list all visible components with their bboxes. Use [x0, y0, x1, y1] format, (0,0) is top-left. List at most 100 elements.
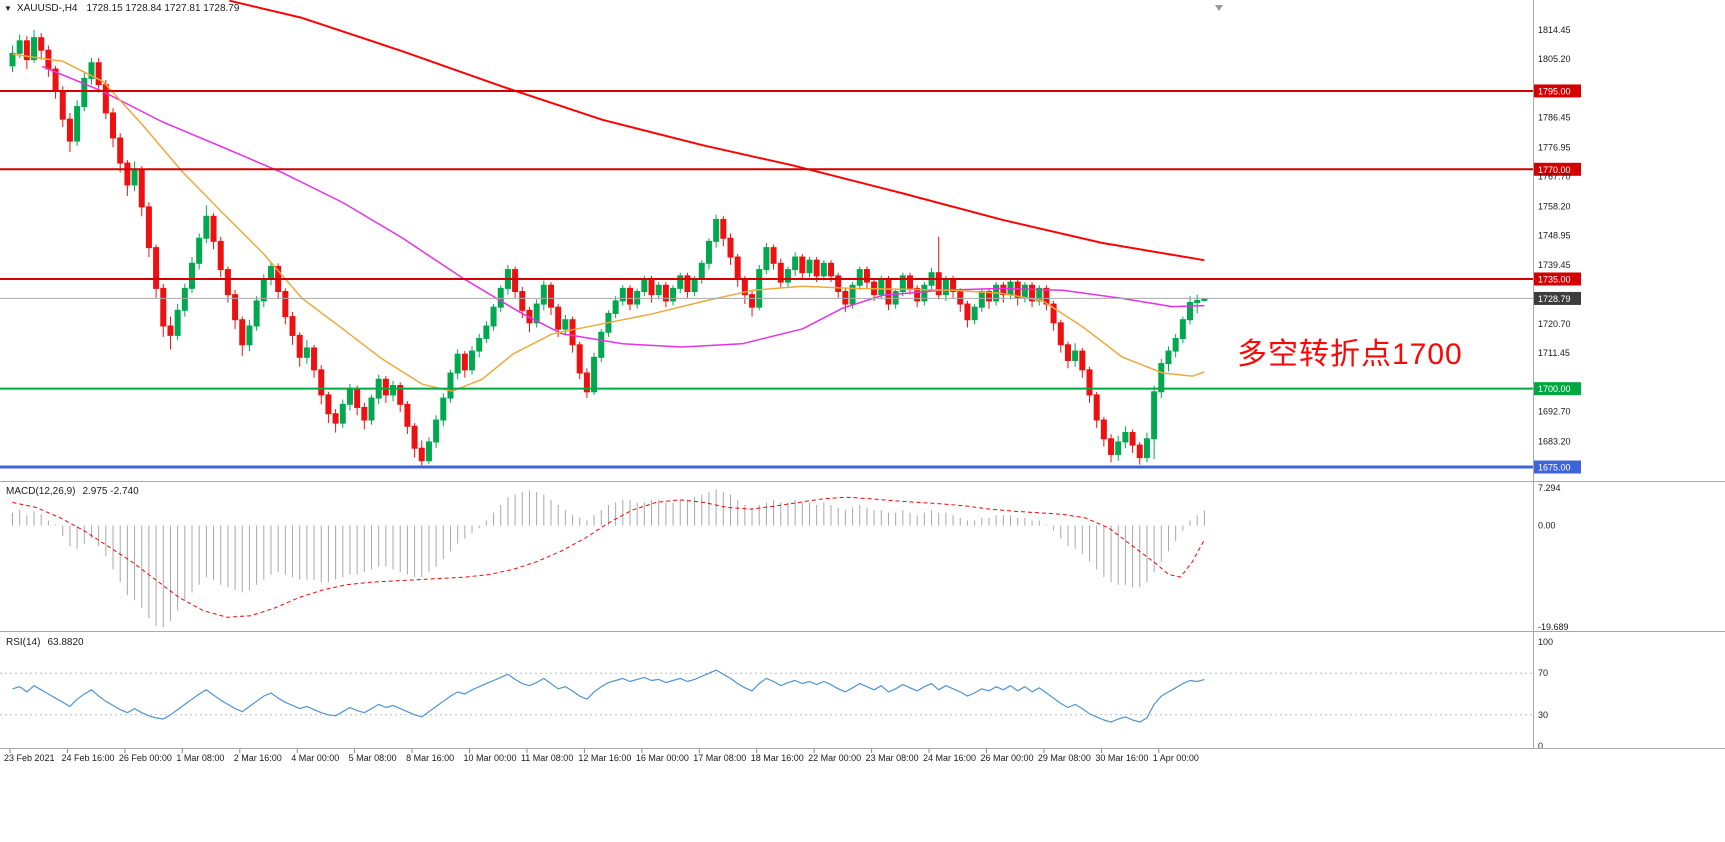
candle-up — [267, 265, 274, 280]
candle-up — [368, 397, 375, 421]
macd-panel[interactable] — [12, 489, 1205, 628]
hline-price-tag — [1534, 84, 1581, 98]
hline-price-tag — [1534, 382, 1581, 396]
candle-down — [907, 275, 913, 289]
candle-down — [239, 319, 246, 346]
candle-up — [784, 269, 791, 283]
time-axis-label: 16 Mar 00:00 — [636, 753, 689, 763]
macd-name: MACD(12,26,9) — [6, 486, 76, 497]
candle-up — [1151, 391, 1158, 440]
candle-down — [727, 237, 734, 258]
candle-down — [404, 403, 411, 427]
candle-down — [110, 112, 117, 139]
candle-up — [540, 284, 547, 305]
candle-up — [856, 269, 863, 286]
symbol-ohlc-label: ▼ XAUUSD-,H4 1728.15 1728.84 1727.81 1728.… — [4, 3, 239, 14]
candle-up — [476, 338, 483, 352]
annotation-text[interactable]: 多空转折点1700 — [1237, 338, 1463, 371]
chart-shift-marker[interactable] — [1215, 5, 1223, 11]
candle-down — [232, 294, 239, 321]
candle-down — [555, 306, 562, 330]
candle-up — [677, 275, 684, 289]
candle-up — [253, 300, 260, 327]
macd-axis-label: -19.689 — [1538, 622, 1569, 632]
candle-down — [38, 37, 45, 51]
candle-down — [318, 369, 325, 396]
time-axis[interactable]: 23 Feb 2021 24 Feb 16:00 26 Feb 00:00 1 Mar… — [4, 749, 1199, 763]
candle-down — [777, 262, 784, 283]
candle-up — [878, 278, 885, 296]
candle-up — [1115, 441, 1122, 455]
ma-red-line — [229, 0, 1205, 262]
candle-down — [160, 287, 167, 327]
time-axis-label: 1 Mar 08:00 — [176, 753, 224, 763]
candle-down — [770, 247, 777, 264]
symbol-period: XAUUSD-,H4 — [16, 3, 78, 14]
candle-up — [698, 262, 705, 280]
price-axis-label: 1776.95 — [1538, 143, 1571, 153]
current-price-tag-text: 1728.79 — [1538, 294, 1571, 304]
candle-up — [425, 441, 432, 462]
candle-up — [181, 287, 188, 311]
candle-down — [23, 40, 30, 61]
candle-up — [1122, 432, 1129, 443]
candle-up — [1072, 350, 1079, 361]
macd-axis-label: 0.00 — [1538, 521, 1556, 531]
candle-down — [1129, 432, 1136, 446]
candle-up — [447, 372, 454, 399]
candle-up — [88, 62, 95, 79]
candle-up — [641, 278, 648, 293]
time-axis-label: 23 Feb 2021 — [4, 753, 55, 763]
candle-up — [655, 284, 662, 296]
candle-down — [1100, 419, 1107, 440]
candle-down — [512, 269, 519, 293]
ma-orange-line — [12, 53, 1205, 392]
candle-down — [626, 287, 633, 305]
candle-down — [382, 378, 389, 396]
candle-down — [95, 62, 102, 86]
candle-down — [1093, 394, 1100, 421]
macd-signal-line — [12, 496, 1205, 618]
candle-down — [325, 394, 332, 415]
candle-up — [763, 247, 770, 271]
price-axis-label: 1739.45 — [1538, 260, 1571, 270]
candle-down — [167, 325, 174, 336]
candle-up — [598, 331, 605, 358]
candle-up — [634, 291, 641, 305]
candle-down — [354, 388, 361, 408]
candle-down — [153, 247, 160, 289]
candle-up — [390, 385, 397, 396]
price-axis-label: 1692.70 — [1538, 407, 1571, 417]
time-axis-label: 18 Mar 16:00 — [751, 753, 804, 763]
rsi-panel[interactable] — [0, 669, 1533, 723]
candle-down — [210, 215, 217, 242]
candle-up — [942, 278, 949, 296]
price-axis-label: 1805.20 — [1538, 54, 1571, 64]
hline-price-tag-text: 1675.00 — [1538, 463, 1571, 473]
macd-axis-label: 7.294 — [1538, 483, 1561, 493]
candle-up — [806, 259, 813, 274]
candle-up — [921, 284, 928, 302]
candle-down — [964, 303, 971, 321]
ohlc-values: 1728.15 1728.84 1727.81 1728.79 — [86, 3, 240, 14]
main-price-panel[interactable] — [0, 0, 1533, 469]
hline-price-tag-text: 1735.00 — [1538, 274, 1571, 284]
collapse-arrow-icon[interactable]: ▼ — [4, 4, 12, 13]
time-axis-label: 2 Mar 16:00 — [234, 753, 282, 763]
price-axis[interactable]: 1795.00 1770.00 1735.00 1700.00 1675.00 1728.… — [1534, 25, 1581, 751]
candle-up — [899, 275, 906, 293]
macd-values: 2.975 -2.740 — [82, 486, 139, 497]
price-axis-label: 1711.45 — [1538, 348, 1570, 358]
time-axis-label: 26 Feb 00:00 — [119, 753, 172, 763]
time-axis-label: 1 Apr 00:00 — [1153, 753, 1199, 763]
candle-up — [1021, 284, 1028, 299]
candle-down — [720, 218, 727, 239]
hline-price-tag — [1534, 272, 1581, 286]
candle-down — [648, 278, 655, 296]
candle-up — [1194, 299, 1201, 303]
candle-down — [397, 385, 404, 405]
candle-up — [1179, 319, 1186, 340]
candle-up — [705, 240, 712, 264]
rsi-line — [12, 669, 1205, 723]
